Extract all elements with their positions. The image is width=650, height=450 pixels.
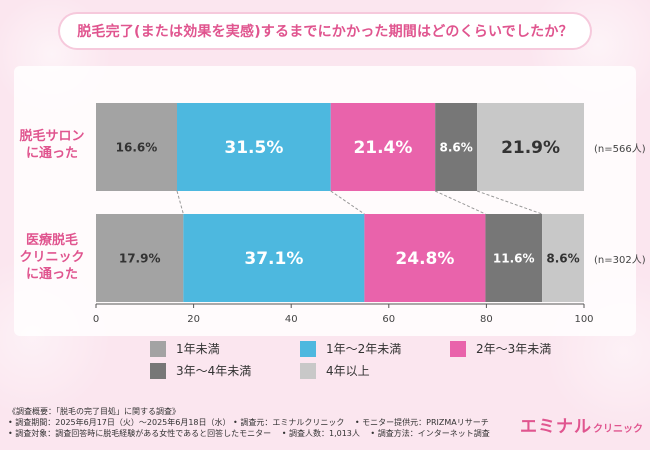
sample-size-label: (n=566人) <box>594 144 646 155</box>
category-label-line: に通った <box>25 146 78 161</box>
bar-segment <box>183 214 365 302</box>
bar-segment <box>330 103 436 191</box>
x-axis-tick-label: 100 <box>574 314 593 325</box>
category-label: 脱毛サロン に通った <box>12 128 92 162</box>
legend-swatch <box>300 362 316 379</box>
sample-size-label: (n=302人) <box>594 255 646 266</box>
x-axis-tick-label: 40 <box>285 314 298 325</box>
brand-logo-main: エミナル <box>520 417 592 437</box>
bar-segment <box>477 103 584 191</box>
x-axis-tick-label: 20 <box>187 314 200 325</box>
legend-item: 2年～3年未満 <box>450 340 551 357</box>
category-label-line: に通った <box>25 267 78 282</box>
bar-value-label: 8.6% <box>546 251 579 265</box>
legend-item: 1年未満 <box>150 340 220 357</box>
chart-title: 脱毛完了(または効果を実感)するまでにかかった期間はどのくらいでしたか？ <box>60 14 590 48</box>
bar-segment <box>177 103 331 191</box>
bar-value-label: 21.4% <box>353 138 412 158</box>
legend-swatch <box>150 340 166 357</box>
connector-line <box>476 190 543 215</box>
category-label-line: クリニック <box>19 250 85 265</box>
bar-value-label: 24.8% <box>395 249 454 269</box>
survey-notes-line: • 調査対象：調査回答時に脱毛経験がある女性であると回答したモニター • 調査人… <box>8 429 490 438</box>
legend-swatch <box>450 340 466 357</box>
x-axis-tick-label: 0 <box>93 314 99 325</box>
brand-logo-sub: クリニック <box>593 424 643 435</box>
bar-segment <box>485 214 543 302</box>
bar-value-label: 16.6% <box>116 140 158 154</box>
connector-line <box>434 190 486 215</box>
chart-title-text: 脱毛完了(または効果を実感)するまでにかかった期間はどのくらいでしたか？ <box>77 24 573 40</box>
x-axis-tick-label: 80 <box>480 314 493 325</box>
legend-label: 3年～4年未満 <box>176 364 252 378</box>
bar-segment <box>96 103 178 191</box>
legend-label: 1年未満 <box>176 342 220 356</box>
legend-label: 2年～3年未満 <box>476 342 552 356</box>
bar-segment <box>96 214 184 302</box>
legend-item: 4年以上 <box>300 362 370 379</box>
survey-notes: 《調査概要：「脱毛の完了目処」に関する調査》 • 調査期間：2025年6月17日… <box>8 406 508 439</box>
legend-label: 1年～2年未満 <box>326 342 402 356</box>
survey-notes-line: • 調査期間：2025年6月17日（火）～2025年6月18日（水） • 調査元… <box>8 418 489 427</box>
connector-line <box>176 190 184 215</box>
bar-value-label: 17.9% <box>119 251 161 265</box>
legend-swatch <box>300 340 316 357</box>
category-label-line: 医療脱毛 <box>25 233 78 248</box>
bar-segment <box>542 214 584 302</box>
category-label: 医療脱毛クリニックに通った <box>12 232 92 283</box>
connector-line <box>330 190 365 215</box>
bar-value-label: 8.6% <box>440 140 473 154</box>
legend-swatch <box>150 362 166 379</box>
brand-logo: エミナル クリニック <box>520 412 643 437</box>
x-axis-tick-label: 60 <box>382 314 395 325</box>
legend-item: 3年～4年未満 <box>150 362 251 379</box>
bar-value-label: 37.1% <box>244 249 303 269</box>
bar-segment <box>435 103 478 191</box>
chart-legend: 1年未満 1年～2年未満 2年～3年未満 3年～4年未満 4年以上 <box>150 340 610 390</box>
bar-value-label: 21.9% <box>501 138 560 158</box>
bar-value-label: 11.6% <box>493 251 535 265</box>
survey-notes-line: 《調査概要：「脱毛の完了目処」に関する調査》 <box>8 407 180 416</box>
legend-item: 1年～2年未満 <box>300 340 401 357</box>
legend-label: 4年以上 <box>326 364 370 378</box>
category-label-line: 脱毛サロン <box>19 129 85 144</box>
bar-value-label: 31.5% <box>224 138 283 158</box>
bar-segment <box>364 214 486 302</box>
